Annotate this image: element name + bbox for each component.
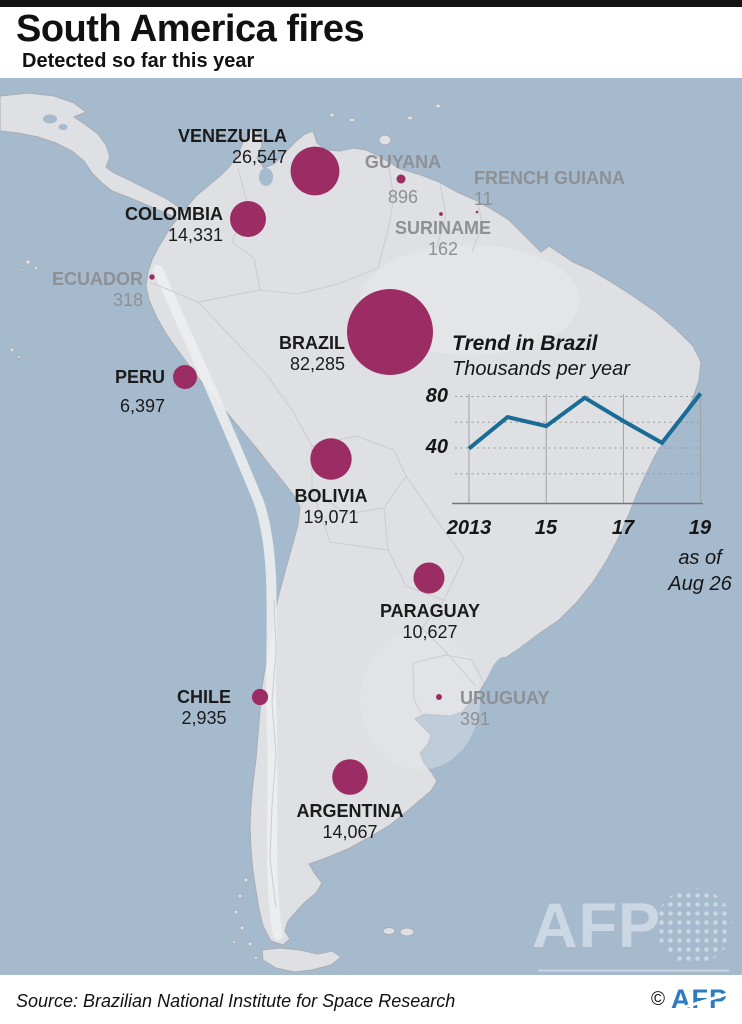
fire-bubble-bolivia <box>310 438 352 480</box>
fire-bubble-argentina <box>332 759 368 795</box>
y-tick-80: 80 <box>425 385 448 407</box>
country-label-bolivia: BOLIVIA 19,071 <box>231 486 431 528</box>
source-credit: Source: Brazilian National Institute for… <box>16 991 456 1011</box>
country-label-french-guiana: FRENCH GUIANA 11 <box>474 168 625 210</box>
country-value: 391 <box>460 709 491 729</box>
country-name: BOLIVIA <box>294 486 368 506</box>
lakes <box>43 114 506 682</box>
country-value: 14,067 <box>322 822 378 842</box>
fire-bubble-chile <box>251 688 269 706</box>
country-value: 19,071 <box>303 507 359 527</box>
country-label-paraguay: PARAGUAY 10,627 <box>330 601 530 643</box>
country-label-uruguay: URUGUAY 391 <box>460 688 549 730</box>
page-subtitle: Detected so far this year <box>22 50 255 72</box>
fire-bubble-brazil <box>347 289 433 375</box>
country-value: 26,547 <box>231 147 287 167</box>
country-name: FRENCH GUIANA <box>474 168 625 188</box>
afp-watermark-text: AFP <box>532 891 661 961</box>
fire-bubble-uruguay <box>436 694 442 700</box>
country-borders <box>149 161 485 909</box>
fire-bubble-venezuela <box>290 146 340 196</box>
fire-bubble-colombia <box>230 201 266 237</box>
fire-bubble-guyana <box>396 174 406 184</box>
x-tick-15: 15 <box>534 517 558 539</box>
country-value: 6,397 <box>119 396 165 416</box>
country-name: CHILE <box>177 687 231 707</box>
country-label-venezuela: VENEZUELA 26,547 <box>178 126 287 168</box>
country-value: 318 <box>112 290 143 310</box>
country-name: URUGUAY <box>460 688 550 708</box>
country-name: ARGENTINA <box>296 801 404 821</box>
afp-watermark-globe <box>538 888 732 972</box>
country-label-chile: CHILE 2,935 <box>104 687 304 729</box>
country-name: VENEZUELA <box>177 126 287 146</box>
country-name: GUYANA <box>364 152 442 172</box>
country-name: PARAGUAY <box>379 601 481 621</box>
copyright-symbol: © <box>651 988 665 1010</box>
country-value: 11 <box>474 189 493 209</box>
x-tick-17: 17 <box>611 517 635 539</box>
fire-bubble-suriname <box>439 212 443 216</box>
country-label-guyana: GUYANA 896 <box>303 152 503 208</box>
country-label-suriname: SURINAME 162 <box>343 218 543 260</box>
country-value: 162 <box>427 239 459 259</box>
fire-bubble-paraguay <box>413 562 445 594</box>
trend-chart-grid <box>452 394 703 505</box>
afp-logo: AFP <box>671 984 728 1014</box>
country-label-colombia: COLOMBIA 14,331 <box>125 204 223 246</box>
country-value: 14,331 <box>167 225 223 245</box>
trend-chart-title: Trend in Brazil <box>452 332 598 355</box>
trend-line <box>467 392 703 451</box>
footer: Source: Brazilian National Institute for… <box>0 975 742 1024</box>
x-tick-2013: 2013 <box>446 517 492 539</box>
country-name: BRAZIL <box>279 333 345 353</box>
trend-chart-note: as of Aug 26 <box>640 545 742 597</box>
country-value: 82,285 <box>289 354 345 374</box>
country-value: 10,627 <box>402 622 458 642</box>
note-line-1: as of <box>678 547 722 569</box>
country-label-brazil: BRAZIL 82,285 <box>279 333 345 375</box>
landmasses <box>0 92 702 973</box>
country-label-argentina: ARGENTINA 14,067 <box>250 801 450 843</box>
fire-bubble-french-guiana <box>475 210 479 214</box>
country-name: COLOMBIA <box>125 204 223 224</box>
country-value: 896 <box>387 187 419 207</box>
trend-chart-subtitle: Thousands per year <box>452 358 630 380</box>
copyright: © AFP <box>651 975 728 1024</box>
country-name: ECUADOR <box>51 269 143 289</box>
country-label-ecuador: ECUADOR 318 <box>52 269 143 311</box>
note-line-2: Aug 26 <box>668 573 732 595</box>
country-value: 2,935 <box>181 708 227 728</box>
country-name: SURINAME <box>394 218 491 238</box>
country-label-peru: PERU 6,397 <box>115 367 165 417</box>
fire-bubble-peru <box>173 365 197 389</box>
page-title: South America fires <box>16 8 365 50</box>
fire-bubble-ecuador <box>149 274 155 280</box>
y-tick-40: 40 <box>425 436 448 458</box>
fire-bubbles <box>149 146 479 795</box>
x-tick-19: 19 <box>688 517 712 539</box>
top-bar <box>0 0 742 7</box>
country-name: PERU <box>114 367 165 387</box>
